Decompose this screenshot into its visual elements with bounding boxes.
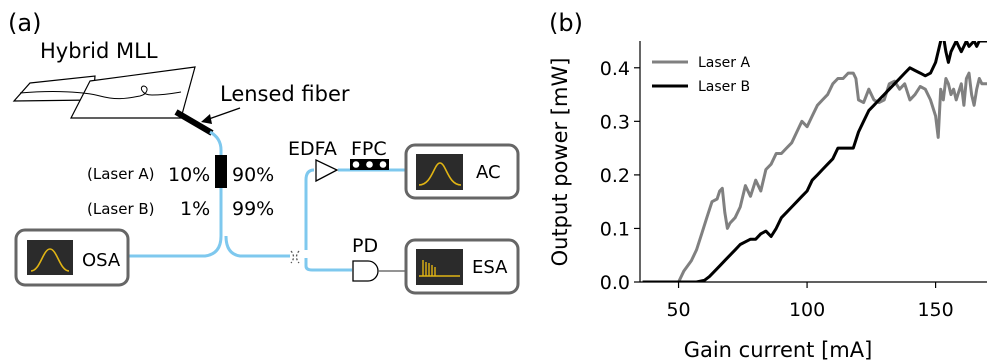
hybrid-mll-chip	[12, 66, 196, 119]
laser-a-split-left: 10%	[168, 164, 210, 186]
y-tick-label: 0.0	[600, 272, 630, 294]
x-tick-label: 150	[917, 299, 953, 321]
fiber-to-coupler	[224, 235, 290, 258]
esa-screen	[416, 249, 463, 285]
panel-b-chart: (b) 50 100 150 0.0 0.1 0.2 0.3 0.4 Gain current…	[548, 9, 987, 362]
ac-instrument: AC	[404, 143, 520, 200]
panel-a-setup-diagram: (a) Hybrid MLL Lensed fiber (Laser A) 10…	[8, 9, 520, 295]
panel-b-label: (b)	[549, 9, 583, 37]
esa-instrument: ESA	[404, 238, 520, 295]
esa-trace	[419, 260, 460, 277]
laser-b-split-right: 99%	[232, 198, 274, 220]
axis-ticks: 50 100 150 0.0 0.1 0.2 0.3 0.4	[600, 58, 954, 321]
fiber-splitter	[215, 155, 227, 188]
hybrid-mll-title: Hybrid MLL	[40, 39, 158, 63]
laser-b-label: (Laser B)	[87, 200, 155, 218]
legend: Laser A Laser B	[652, 55, 750, 95]
osa-trace	[30, 248, 70, 272]
ac-label: AC	[476, 162, 501, 183]
lensed-fiber-arrowhead	[201, 114, 212, 124]
lensed-fiber-tip	[174, 109, 214, 136]
x-tick-label: 50	[666, 299, 690, 321]
lensed-fiber-arrow	[205, 107, 241, 121]
fiber-to-osa	[128, 130, 223, 258]
y-tick-label: 0.1	[600, 218, 630, 240]
y-tick-label: 0.4	[600, 58, 630, 80]
legend-entry: Laser A	[698, 55, 750, 71]
osa-instrument: OSA	[14, 228, 130, 287]
edfa-label: EDFA	[288, 138, 337, 160]
laser-b-split-left: 1%	[180, 198, 210, 220]
fiber-to-pd	[304, 258, 352, 272]
laser-a-split-right: 90%	[232, 164, 274, 186]
lensed-fiber-label: Lensed fiber	[220, 82, 350, 106]
osa-label: OSA	[82, 250, 121, 271]
fpc-paddles	[350, 159, 389, 170]
y-axis-label: Output power [mW]	[548, 58, 572, 267]
legend-entry: Laser B	[698, 79, 750, 95]
fiber-to-edfa	[304, 168, 315, 250]
x-axis-label: Gain current [mA]	[684, 338, 873, 362]
laser-a-label: (Laser A)	[87, 165, 155, 183]
axes	[639, 41, 987, 283]
fiber-paths	[128, 130, 406, 272]
series-line-laser-b	[642, 41, 987, 282]
panel-a-label: (a)	[8, 9, 41, 37]
series-line-laser-a	[642, 71, 987, 282]
fiber-coupler	[290, 250, 300, 264]
edfa-amplifier-symbol	[315, 158, 339, 183]
fpc-label: FPC	[351, 138, 387, 160]
plot-area	[642, 41, 987, 282]
chip-waveguide	[19, 85, 182, 100]
y-tick-label: 0.3	[600, 111, 630, 133]
ac-trace	[418, 162, 462, 186]
pd-label: PD	[352, 235, 378, 257]
y-tick-label: 0.2	[600, 165, 630, 187]
x-tick-label: 100	[789, 299, 825, 321]
photodiode-symbol	[352, 260, 379, 282]
esa-label: ESA	[472, 257, 508, 278]
